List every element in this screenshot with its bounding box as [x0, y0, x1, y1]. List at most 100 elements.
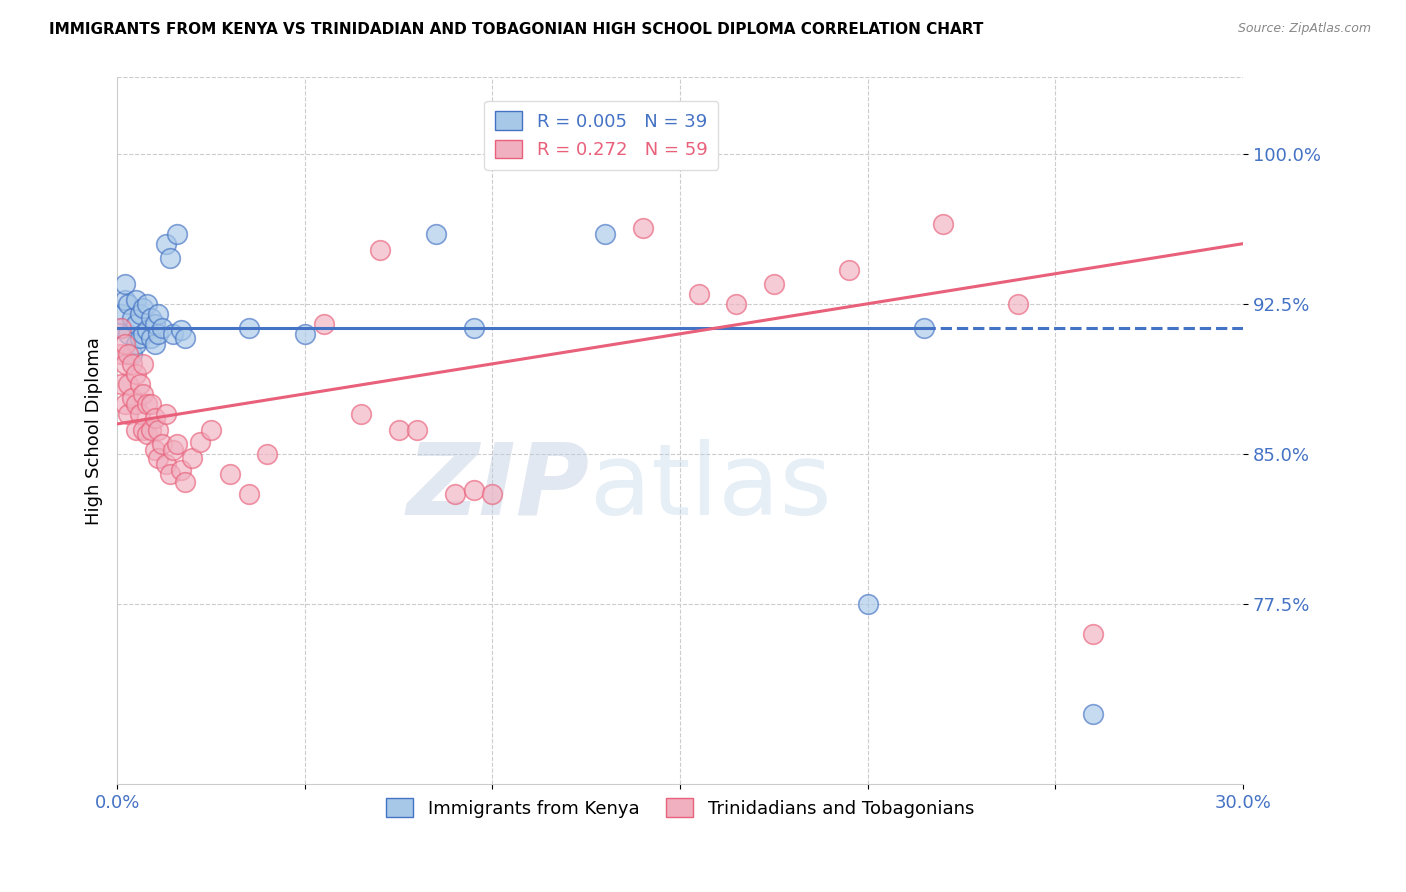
- Point: [593, 227, 616, 241]
- Point: [114, 277, 136, 291]
- Point: [121, 310, 143, 325]
- Point: [136, 297, 159, 311]
- Point: [150, 320, 173, 334]
- Text: atlas: atlas: [591, 439, 831, 536]
- Point: [110, 347, 132, 361]
- Point: [114, 357, 136, 371]
- Point: [200, 423, 222, 437]
- Legend: Immigrants from Kenya, Trinidadians and Tobagonians: Immigrants from Kenya, Trinidadians and …: [378, 791, 981, 825]
- Point: [148, 423, 170, 437]
- Point: [114, 397, 136, 411]
- Point: [139, 423, 162, 437]
- Point: [838, 262, 860, 277]
- Point: [117, 297, 139, 311]
- Point: [170, 463, 193, 477]
- Point: [143, 336, 166, 351]
- Point: [136, 397, 159, 411]
- Point: [117, 347, 139, 361]
- Point: [128, 307, 150, 321]
- Point: [294, 326, 316, 341]
- Point: [406, 423, 429, 437]
- Point: [148, 307, 170, 321]
- Point: [1007, 297, 1029, 311]
- Point: [519, 146, 541, 161]
- Point: [148, 326, 170, 341]
- Point: [181, 450, 204, 465]
- Point: [856, 597, 879, 611]
- Point: [139, 310, 162, 325]
- Point: [110, 320, 132, 334]
- Point: [218, 467, 240, 481]
- Point: [155, 236, 177, 251]
- Point: [110, 376, 132, 391]
- Point: [117, 376, 139, 391]
- Point: [121, 391, 143, 405]
- Point: [312, 317, 335, 331]
- Point: [593, 146, 616, 161]
- Point: [238, 487, 260, 501]
- Point: [256, 447, 278, 461]
- Point: [1081, 627, 1104, 641]
- Point: [125, 317, 148, 331]
- Point: [136, 323, 159, 337]
- Point: [125, 423, 148, 437]
- Point: [912, 320, 935, 334]
- Point: [388, 423, 411, 437]
- Point: [463, 320, 485, 334]
- Point: [128, 376, 150, 391]
- Point: [128, 407, 150, 421]
- Point: [125, 397, 148, 411]
- Point: [117, 326, 139, 341]
- Point: [173, 475, 195, 489]
- Point: [110, 307, 132, 321]
- Point: [725, 297, 748, 311]
- Point: [762, 277, 785, 291]
- Y-axis label: High School Diploma: High School Diploma: [86, 337, 103, 524]
- Point: [128, 331, 150, 345]
- Point: [162, 442, 184, 457]
- Point: [117, 407, 139, 421]
- Point: [238, 320, 260, 334]
- Point: [425, 227, 447, 241]
- Point: [114, 293, 136, 307]
- Point: [188, 434, 211, 449]
- Point: [932, 217, 955, 231]
- Point: [110, 320, 132, 334]
- Point: [139, 331, 162, 345]
- Point: [139, 397, 162, 411]
- Point: [125, 336, 148, 351]
- Point: [143, 317, 166, 331]
- Point: [170, 323, 193, 337]
- Point: [132, 326, 155, 341]
- Point: [136, 426, 159, 441]
- Text: Source: ZipAtlas.com: Source: ZipAtlas.com: [1237, 22, 1371, 36]
- Point: [143, 442, 166, 457]
- Point: [173, 331, 195, 345]
- Text: ZIP: ZIP: [406, 439, 591, 536]
- Point: [125, 367, 148, 381]
- Point: [132, 301, 155, 315]
- Point: [368, 243, 391, 257]
- Point: [121, 347, 143, 361]
- Point: [159, 467, 181, 481]
- Point: [481, 487, 503, 501]
- Point: [114, 336, 136, 351]
- Point: [121, 357, 143, 371]
- Point: [1081, 707, 1104, 722]
- Point: [125, 293, 148, 307]
- Point: [166, 227, 188, 241]
- Point: [162, 326, 184, 341]
- Point: [444, 487, 467, 501]
- Point: [132, 423, 155, 437]
- Text: IMMIGRANTS FROM KENYA VS TRINIDADIAN AND TOBAGONIAN HIGH SCHOOL DIPLOMA CORRELAT: IMMIGRANTS FROM KENYA VS TRINIDADIAN AND…: [49, 22, 984, 37]
- Point: [155, 407, 177, 421]
- Point: [159, 251, 181, 265]
- Point: [155, 457, 177, 471]
- Point: [350, 407, 373, 421]
- Point: [150, 437, 173, 451]
- Point: [148, 450, 170, 465]
- Point: [166, 437, 188, 451]
- Point: [132, 387, 155, 401]
- Point: [143, 411, 166, 425]
- Point: [132, 357, 155, 371]
